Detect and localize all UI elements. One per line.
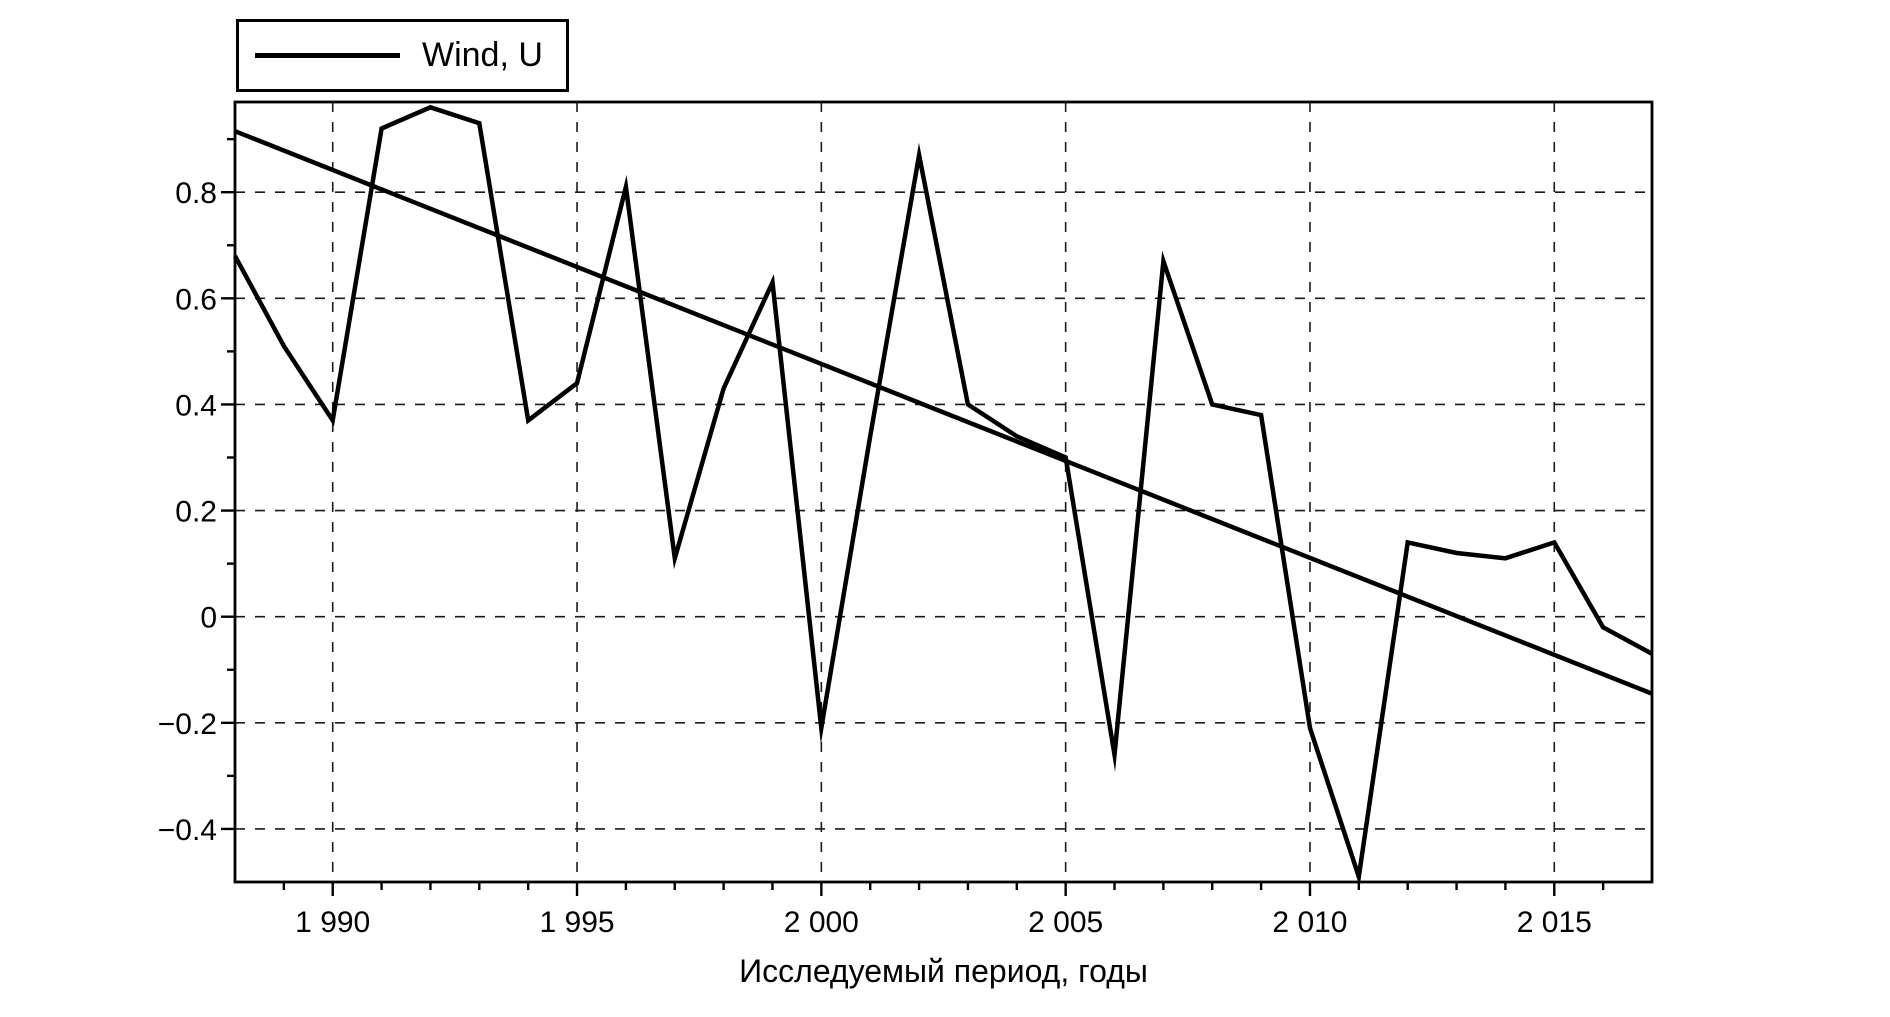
y-tick-label: 0.4 [175, 389, 217, 422]
y-tick-label: 0.8 [175, 177, 217, 210]
x-tick-label: 2 005 [1028, 906, 1103, 939]
y-tick-label: −0.2 [158, 708, 217, 741]
y-tick-label: 0.6 [175, 283, 217, 316]
trend-line [234, 129, 1653, 696]
legend-line-sample [255, 53, 400, 58]
legend-label: Wind, U [422, 36, 543, 74]
x-tick-label: 1 990 [295, 906, 370, 939]
x-tick-label: 2 000 [784, 906, 859, 939]
x-axis-title: Исследуемый период, годы [739, 953, 1148, 989]
y-tick-label: 0 [200, 602, 217, 635]
data-series-line [233, 104, 1654, 887]
x-tick-label: 2 010 [1272, 906, 1347, 939]
y-tick-label: 0.2 [175, 496, 217, 529]
x-tick-label: 2 015 [1517, 906, 1592, 939]
x-tick-label: 1 995 [539, 906, 614, 939]
plot-border [233, 100, 1654, 884]
y-tick-label: −0.4 [158, 814, 217, 847]
legend: Wind, U [236, 19, 569, 92]
